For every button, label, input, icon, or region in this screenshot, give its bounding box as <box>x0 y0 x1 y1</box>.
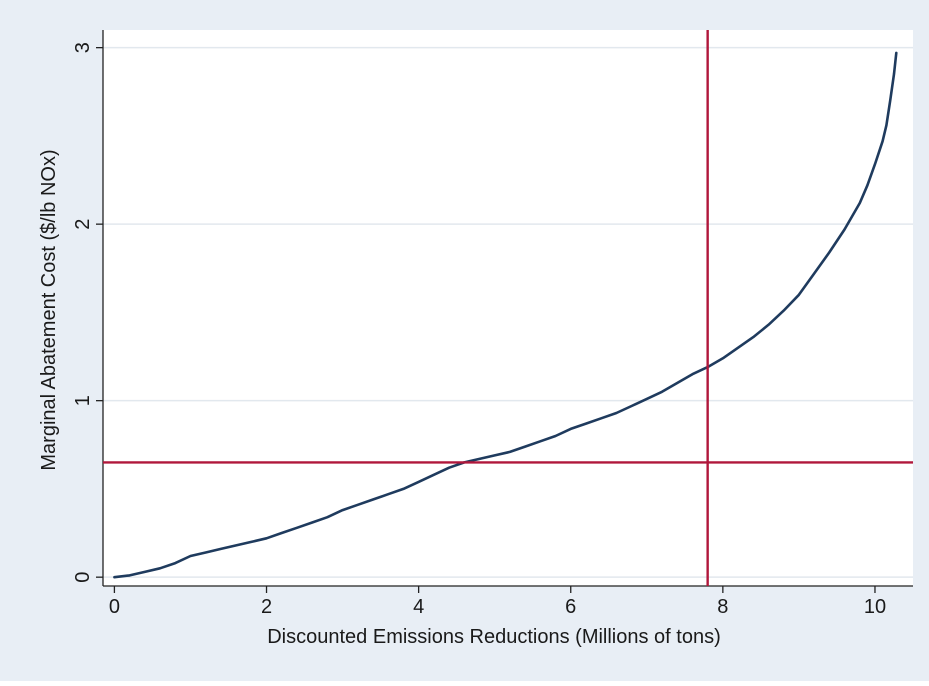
x-tick-label: 8 <box>717 596 728 618</box>
y-tick-label: 3 <box>72 42 94 53</box>
y-tick-label: 2 <box>72 219 94 230</box>
series-line <box>113 51 898 579</box>
x-tick-label: 2 <box>261 596 272 618</box>
axes: 0 2 4 6 8 10 0 1 2 3 <box>72 30 913 618</box>
x-tick-label: 6 <box>565 596 576 618</box>
x-axis-label: Discounted Emissions Reductions (Million… <box>267 626 721 648</box>
plot-area <box>103 30 913 586</box>
x-tick-label: 4 <box>413 596 424 618</box>
y-tick-label: 1 <box>72 395 94 406</box>
x-tick-label: 0 <box>109 596 120 618</box>
y-tick-label: 0 <box>72 572 94 583</box>
curve-layer <box>113 51 898 579</box>
gridlines <box>103 46 913 578</box>
x-tick-label: 10 <box>864 596 886 618</box>
y-axis-label: Marginal Abatement Cost ($/lb NOx) <box>38 149 60 470</box>
reference-lines <box>103 30 913 586</box>
